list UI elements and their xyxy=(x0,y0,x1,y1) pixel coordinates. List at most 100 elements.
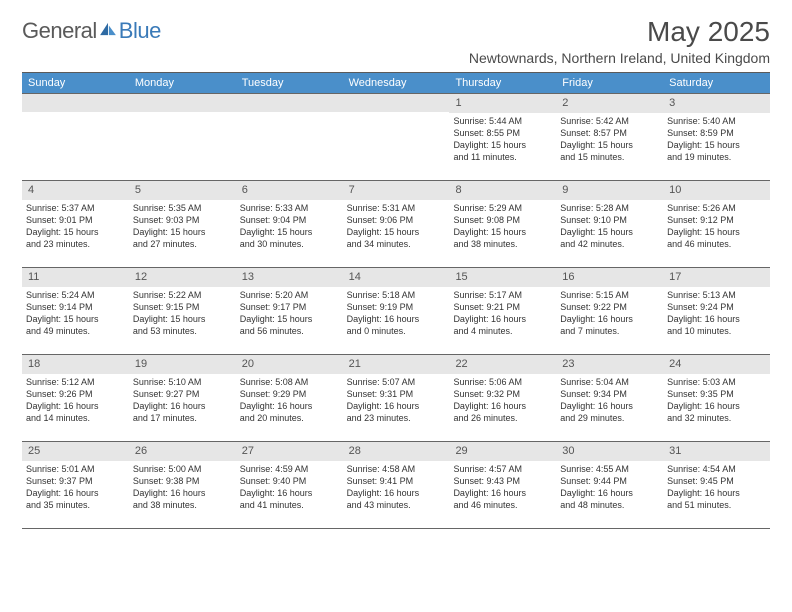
day-number: 6 xyxy=(236,181,343,200)
day-cell: 29Sunrise: 4:57 AMSunset: 9:43 PMDayligh… xyxy=(449,442,556,528)
day-number: 10 xyxy=(663,181,770,200)
day-cell xyxy=(129,94,236,180)
day-cell: 24 Sunrise: 5:03 AMSunset: 9:35 PMDayligh… xyxy=(663,355,770,441)
day-cell: 31 Sunrise: 4:54 AMSunset: 9:45 PMDayligh… xyxy=(663,442,770,528)
day-body: Sunrise: 5:18 AMSunset: 9:19 PMDaylight:… xyxy=(343,289,450,340)
day-body: Sunrise: 5:37 AMSunset: 9:01 PMDaylight:… xyxy=(22,202,129,253)
day-body: Sunrise: 5:26 AMSunset: 9:12 PMDaylight:… xyxy=(663,202,770,253)
header: General Blue May 2025 Newtownards, North… xyxy=(22,18,770,66)
dow-cell: Thursday xyxy=(449,73,556,93)
day-number: 24 xyxy=(663,355,770,374)
day-cell: 10 Sunrise: 5:26 AMSunset: 9:12 PMDayligh… xyxy=(663,181,770,267)
dow-cell: Friday xyxy=(556,73,663,93)
day-number: 7 xyxy=(343,181,450,200)
day-number: 16 xyxy=(556,268,663,287)
day-body: Sunrise: 5:06 AMSunset: 9:32 PMDaylight:… xyxy=(449,376,556,427)
day-cell: 19Sunrise: 5:10 AMSunset: 9:27 PMDayligh… xyxy=(129,355,236,441)
day-number: 4 xyxy=(22,181,129,200)
day-body: Sunrise: 5:15 AMSunset: 9:22 PMDaylight:… xyxy=(556,289,663,340)
logo-word2: Blue xyxy=(119,18,161,44)
empty-daynum-bar xyxy=(129,94,236,112)
month-title: May 2025 xyxy=(469,18,770,46)
week-row: 25 Sunrise: 5:01 AMSunset: 9:37 PMDayligh… xyxy=(22,441,770,528)
day-number: 13 xyxy=(236,268,343,287)
day-cell: 12 Sunrise: 5:22 AMSunset: 9:15 PMDayligh… xyxy=(129,268,236,354)
day-number: 1 xyxy=(449,94,556,113)
day-cell: 15Sunrise: 5:17 AMSunset: 9:21 PMDayligh… xyxy=(449,268,556,354)
day-body: Sunrise: 4:57 AMSunset: 9:43 PMDaylight:… xyxy=(449,463,556,514)
day-body: Sunrise: 4:55 AMSunset: 9:44 PMDaylight:… xyxy=(556,463,663,514)
day-body: Sunrise: 5:03 AMSunset: 9:35 PMDaylight:… xyxy=(663,376,770,427)
day-number: 25 xyxy=(22,442,129,461)
day-body: Sunrise: 5:28 AMSunset: 9:10 PMDaylight:… xyxy=(556,202,663,253)
day-cell: 16 Sunrise: 5:15 AMSunset: 9:22 PMDayligh… xyxy=(556,268,663,354)
day-cell: 21 Sunrise: 5:07 AMSunset: 9:31 PMDayligh… xyxy=(343,355,450,441)
dow-cell: Sunday xyxy=(22,73,129,93)
logo: General Blue xyxy=(22,18,161,44)
day-body: Sunrise: 5:22 AMSunset: 9:15 PMDaylight:… xyxy=(129,289,236,340)
day-body: Sunrise: 5:01 AMSunset: 9:37 PMDaylight:… xyxy=(22,463,129,514)
day-body: Sunrise: 5:04 AMSunset: 9:34 PMDaylight:… xyxy=(556,376,663,427)
day-body: Sunrise: 5:13 AMSunset: 9:24 PMDaylight:… xyxy=(663,289,770,340)
calendar-bottom-rule xyxy=(22,528,770,529)
day-cell: 7Sunrise: 5:31 AMSunset: 9:06 PMDaylight… xyxy=(343,181,450,267)
week-row: 18Sunrise: 5:12 AMSunset: 9:26 PMDayligh… xyxy=(22,354,770,441)
logo-word1: General xyxy=(22,18,97,44)
day-body: Sunrise: 5:07 AMSunset: 9:31 PMDaylight:… xyxy=(343,376,450,427)
title-block: May 2025 Newtownards, Northern Ireland, … xyxy=(469,18,770,66)
day-body: Sunrise: 5:33 AMSunset: 9:04 PMDaylight:… xyxy=(236,202,343,253)
day-number: 8 xyxy=(449,181,556,200)
day-cell: 9 Sunrise: 5:28 AMSunset: 9:10 PMDaylight… xyxy=(556,181,663,267)
day-body: Sunrise: 5:35 AMSunset: 9:03 PMDaylight:… xyxy=(129,202,236,253)
dow-cell: Tuesday xyxy=(236,73,343,93)
day-body: Sunrise: 5:29 AMSunset: 9:08 PMDaylight:… xyxy=(449,202,556,253)
location: Newtownards, Northern Ireland, United Ki… xyxy=(469,50,770,66)
empty-daynum-bar xyxy=(343,94,450,112)
day-cell: 20Sunrise: 5:08 AMSunset: 9:29 PMDayligh… xyxy=(236,355,343,441)
day-cell: 1 Sunrise: 5:44 AMSunset: 8:55 PMDaylight… xyxy=(449,94,556,180)
dow-cell: Monday xyxy=(129,73,236,93)
day-cell: 5 Sunrise: 5:35 AMSunset: 9:03 PMDaylight… xyxy=(129,181,236,267)
day-number: 5 xyxy=(129,181,236,200)
day-number: 17 xyxy=(663,268,770,287)
day-cell: 4 Sunrise: 5:37 AMSunset: 9:01 PMDaylight… xyxy=(22,181,129,267)
day-number: 23 xyxy=(556,355,663,374)
day-body: Sunrise: 5:24 AMSunset: 9:14 PMDaylight:… xyxy=(22,289,129,340)
day-cell: 26Sunrise: 5:00 AMSunset: 9:38 PMDayligh… xyxy=(129,442,236,528)
day-number: 9 xyxy=(556,181,663,200)
day-body: Sunrise: 5:17 AMSunset: 9:21 PMDaylight:… xyxy=(449,289,556,340)
day-number: 27 xyxy=(236,442,343,461)
day-number: 18 xyxy=(22,355,129,374)
dow-cell: Saturday xyxy=(663,73,770,93)
day-number: 20 xyxy=(236,355,343,374)
week-row: 11 Sunrise: 5:24 AMSunset: 9:14 PMDayligh… xyxy=(22,267,770,354)
calendar: SundayMondayTuesdayWednesdayThursdayFrid… xyxy=(22,72,770,529)
week-row: 4 Sunrise: 5:37 AMSunset: 9:01 PMDaylight… xyxy=(22,180,770,267)
empty-daynum-bar xyxy=(22,94,129,112)
day-cell: 27Sunrise: 4:59 AMSunset: 9:40 PMDayligh… xyxy=(236,442,343,528)
day-cell xyxy=(22,94,129,180)
day-number: 21 xyxy=(343,355,450,374)
day-body: Sunrise: 4:54 AMSunset: 9:45 PMDaylight:… xyxy=(663,463,770,514)
day-body: Sunrise: 5:00 AMSunset: 9:38 PMDaylight:… xyxy=(129,463,236,514)
empty-daynum-bar xyxy=(236,94,343,112)
day-number: 22 xyxy=(449,355,556,374)
day-body: Sunrise: 5:44 AMSunset: 8:55 PMDaylight:… xyxy=(449,115,556,166)
day-body: Sunrise: 5:10 AMSunset: 9:27 PMDaylight:… xyxy=(129,376,236,427)
day-body: Sunrise: 5:40 AMSunset: 8:59 PMDaylight:… xyxy=(663,115,770,166)
day-cell: 18Sunrise: 5:12 AMSunset: 9:26 PMDayligh… xyxy=(22,355,129,441)
day-of-week-row: SundayMondayTuesdayWednesdayThursdayFrid… xyxy=(22,73,770,93)
day-cell: 2Sunrise: 5:42 AMSunset: 8:57 PMDaylight… xyxy=(556,94,663,180)
day-body: Sunrise: 5:42 AMSunset: 8:57 PMDaylight:… xyxy=(556,115,663,166)
day-number: 11 xyxy=(22,268,129,287)
day-cell xyxy=(236,94,343,180)
week-row: 1 Sunrise: 5:44 AMSunset: 8:55 PMDaylight… xyxy=(22,93,770,180)
day-body: Sunrise: 4:58 AMSunset: 9:41 PMDaylight:… xyxy=(343,463,450,514)
day-number: 14 xyxy=(343,268,450,287)
day-number: 12 xyxy=(129,268,236,287)
day-cell xyxy=(343,94,450,180)
day-cell: 14 Sunrise: 5:18 AMSunset: 9:19 PMDayligh… xyxy=(343,268,450,354)
calendar-weeks: 1 Sunrise: 5:44 AMSunset: 8:55 PMDaylight… xyxy=(22,93,770,528)
day-number: 31 xyxy=(663,442,770,461)
day-cell: 3Sunrise: 5:40 AMSunset: 8:59 PMDaylight… xyxy=(663,94,770,180)
